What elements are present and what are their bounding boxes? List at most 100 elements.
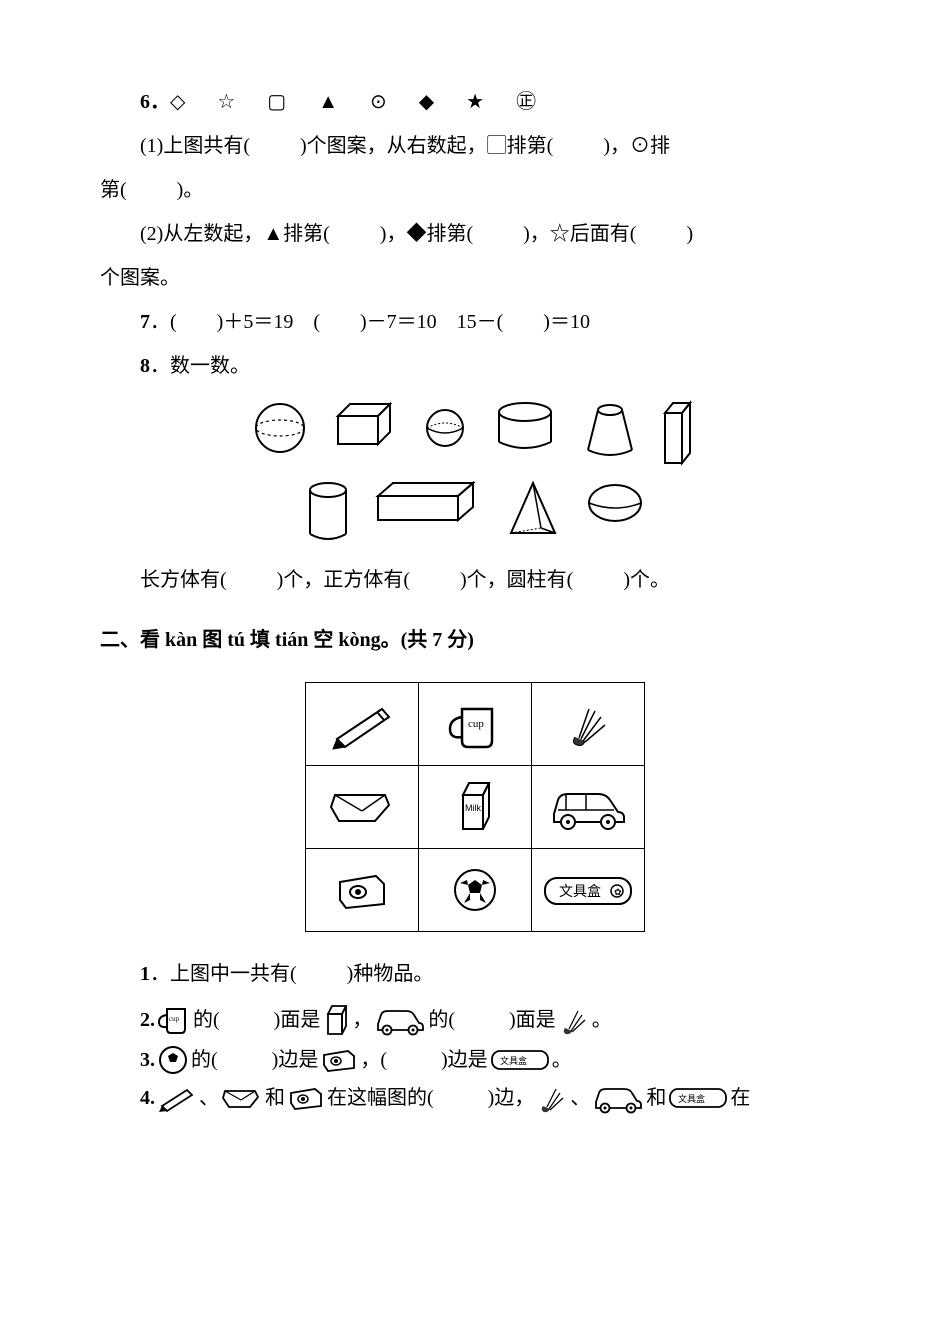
s2q2-e: )面是: [509, 1004, 556, 1036]
q6-p1-d: 第(: [100, 179, 127, 201]
shuttlecock-icon: [563, 699, 613, 749]
cup-icon: cup: [157, 1003, 191, 1037]
shuttlecock-icon: [558, 1004, 590, 1036]
car-icon: [374, 1004, 426, 1036]
cell-pencilbox: 文具盒 ✿: [532, 849, 645, 932]
cylinder-tall-icon: [303, 478, 353, 548]
svg-text:✿: ✿: [614, 887, 622, 897]
s2q2-b: )面是: [274, 1004, 321, 1036]
s2q2-d: 的(: [428, 1004, 455, 1036]
s2q4-b1: 和: [265, 1082, 285, 1114]
q6-p1-b: )个图案，从右数起，▢排第(: [300, 135, 553, 157]
s2q3-e: 。: [552, 1044, 572, 1076]
envelope-icon: [221, 1085, 263, 1111]
s2q4-b2: 和: [646, 1082, 666, 1114]
pencilbox-label: 文具盒: [559, 883, 601, 900]
q6-p2-e: 个图案。: [100, 267, 180, 289]
pyramid-icon: [503, 478, 563, 543]
q8-c: )个，圆柱有(: [460, 569, 573, 591]
cup-icon: cup: [448, 697, 503, 752]
q6-p1-e: )。: [177, 179, 204, 201]
q8-a: 长方体有(: [140, 569, 227, 591]
pencil-icon: [327, 699, 397, 749]
pencilbox-icon: 文具盒: [490, 1048, 550, 1072]
svg-text:文具盒: 文具盒: [678, 1093, 705, 1104]
q6-p2-d: ): [686, 223, 693, 245]
s2q1-b: )种物品。: [347, 963, 434, 985]
cell-milk: Milk: [419, 766, 532, 849]
s2q4: 4. 、 和 在这幅图的()边， 、 和 文具盒 在: [100, 1082, 850, 1114]
s2q2-f: 。: [592, 1004, 612, 1036]
q6-p2-b: )，◆排第(: [380, 223, 473, 245]
s2q3-label: 3.: [140, 1044, 155, 1076]
q6-p1-c: )，⊙排: [603, 135, 670, 157]
cell-car: [532, 766, 645, 849]
s2q4-label: 4.: [140, 1082, 155, 1114]
cell-soccer: [419, 849, 532, 932]
s2q4-a2: 、: [570, 1082, 590, 1114]
s2q3-c: ，(: [360, 1044, 387, 1076]
milk-icon: [322, 1002, 350, 1038]
s2q2-a: 的(: [193, 1004, 220, 1036]
cylinder-short-icon: [490, 398, 560, 458]
q8-d: )个。: [623, 569, 670, 591]
cuboid-long-icon: [373, 478, 483, 528]
q6-part2-line1: (2)从左数起，▲排第()，◆排第()，☆后面有(): [100, 212, 850, 256]
q6-part2-line2: 个图案。: [100, 256, 850, 300]
pencil-icon: [157, 1084, 197, 1112]
s2q1-label: 1: [140, 963, 150, 985]
cell-envelope: [306, 766, 419, 849]
q6-symbol-row: ◇ ☆ ▢ ▲ ⊙ ◆ ★ ㊣: [170, 91, 542, 113]
cell-cup: cup: [419, 683, 532, 766]
s2q3-b: )边是: [272, 1044, 319, 1076]
q8-title: 8．数一数。: [100, 344, 850, 388]
cuboid-tall-icon: [660, 398, 700, 468]
sharpener-icon: [320, 1046, 358, 1074]
sharpener-icon: [287, 1084, 325, 1112]
s2q4-a1: 、: [199, 1082, 219, 1114]
pencilbox-icon: 文具盒 ✿: [541, 872, 636, 910]
frustum-icon: [580, 398, 640, 463]
cuboid-icon: [330, 398, 400, 453]
s2q1-a: ．上图中一共有(: [150, 963, 297, 985]
q6-part1-line2: 第( )。: [100, 168, 850, 212]
item-grid: cup Milk: [305, 682, 645, 932]
q8-title-text: ．数一数。: [150, 355, 250, 377]
pencilbox-icon: 文具盒: [668, 1086, 728, 1110]
sphere-small-icon: [420, 398, 470, 453]
s2q3-d: )边是: [441, 1044, 488, 1076]
q6-p2-c: )，☆后面有(: [523, 223, 636, 245]
q8-answer: 长方体有( )个，正方体有( )个，圆柱有( )个。: [100, 558, 850, 602]
sharpener-icon: [332, 868, 392, 913]
s2q2-c: ，: [352, 1004, 372, 1036]
q6-p1-a: (1)上图共有(: [140, 135, 250, 157]
q6-label: 6: [140, 91, 150, 113]
car-icon: [546, 782, 631, 832]
svg-text:文具盒: 文具盒: [500, 1055, 527, 1066]
shuttlecock-icon: [536, 1082, 568, 1114]
q8-b: )个，正方体有(: [277, 569, 410, 591]
q7: 7．( )＋5＝19 ( )－7＝10 15－( )＝10: [100, 300, 850, 344]
ellipsoid-icon: [583, 478, 648, 528]
q7-eq: ．( )＋5＝19 ( )－7＝10 15－( )＝10: [150, 311, 590, 333]
section2-title: 二、看 kàn 图 tú 填 tián 空 kòng。(共 7 分): [100, 618, 850, 662]
soccer-icon: [157, 1044, 189, 1076]
q8-shapes: [100, 398, 850, 548]
s2q4-d: )边，: [488, 1082, 535, 1114]
svg-text:Milk: Milk: [465, 803, 481, 813]
soccer-icon: [450, 865, 500, 915]
svg-text:cup: cup: [468, 718, 484, 730]
cell-sharpener: [306, 849, 419, 932]
s2q3-a: 的(: [191, 1044, 218, 1076]
s2q1: 1．上图中一共有( )种物品。: [100, 952, 850, 996]
q6-symbols: 6．◇ ☆ ▢ ▲ ⊙ ◆ ★ ㊣: [100, 80, 850, 124]
cell-shuttlecock: [532, 683, 645, 766]
milk-icon: Milk: [453, 777, 498, 837]
q8-label: 8: [140, 355, 150, 377]
sphere-icon: [250, 398, 310, 458]
q8-shapes-row2: [100, 478, 850, 548]
q6-part1-line1: (1)上图共有( )个图案，从右数起，▢排第( )，⊙排: [100, 124, 850, 168]
s2q4-g: 在: [730, 1082, 750, 1114]
car-icon: [592, 1082, 644, 1114]
svg-text:cup: cup: [169, 1015, 180, 1023]
